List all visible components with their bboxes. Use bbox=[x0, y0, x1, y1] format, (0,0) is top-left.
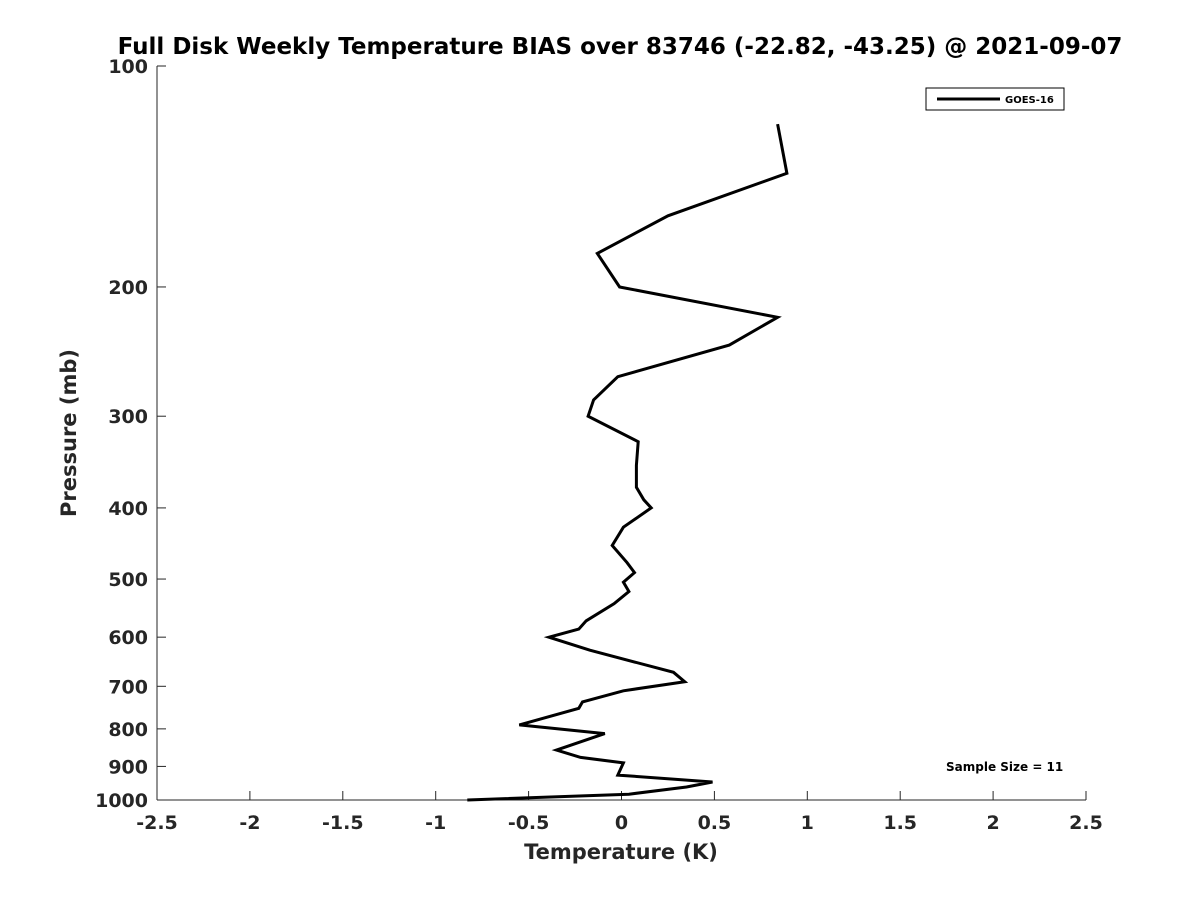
legend: GOES-16 bbox=[926, 88, 1064, 110]
chart-title: Full Disk Weekly Temperature BIAS over 8… bbox=[118, 34, 1123, 60]
legend-label-goes-16: GOES-16 bbox=[1005, 95, 1054, 106]
sample-size-annotation: Sample Size = 11 bbox=[946, 760, 1063, 774]
x-tick-label: 1 bbox=[801, 812, 814, 834]
y-tick-label: 700 bbox=[108, 676, 148, 698]
x-tick-label: 2.5 bbox=[1069, 812, 1103, 834]
y-tick-label: 1000 bbox=[95, 790, 148, 812]
x-tick-label: -1.5 bbox=[322, 812, 364, 834]
y-tick-label: 900 bbox=[108, 756, 148, 778]
x-tick-label: 1.5 bbox=[883, 812, 917, 834]
x-tick-label: -2.5 bbox=[136, 812, 178, 834]
x-tick-label: 2 bbox=[986, 812, 999, 834]
x-tick-label: -2 bbox=[239, 812, 260, 834]
x-tick-label: -0.5 bbox=[508, 812, 550, 834]
x-axis-title: Temperature (K) bbox=[524, 840, 718, 864]
y-axis-title: Pressure (mb) bbox=[57, 349, 81, 517]
y-tick-label: 600 bbox=[108, 627, 148, 649]
y-tick-label: 400 bbox=[108, 498, 148, 520]
y-tick-label: 200 bbox=[108, 277, 148, 299]
y-tick-label: 800 bbox=[108, 719, 148, 741]
x-tick-label: -1 bbox=[425, 812, 446, 834]
x-tick-label: 0.5 bbox=[698, 812, 732, 834]
y-tick-label: 100 bbox=[108, 56, 148, 78]
y-tick-label: 300 bbox=[108, 406, 148, 428]
y-tick-label: 500 bbox=[108, 569, 148, 591]
x-tick-label: 0 bbox=[615, 812, 628, 834]
